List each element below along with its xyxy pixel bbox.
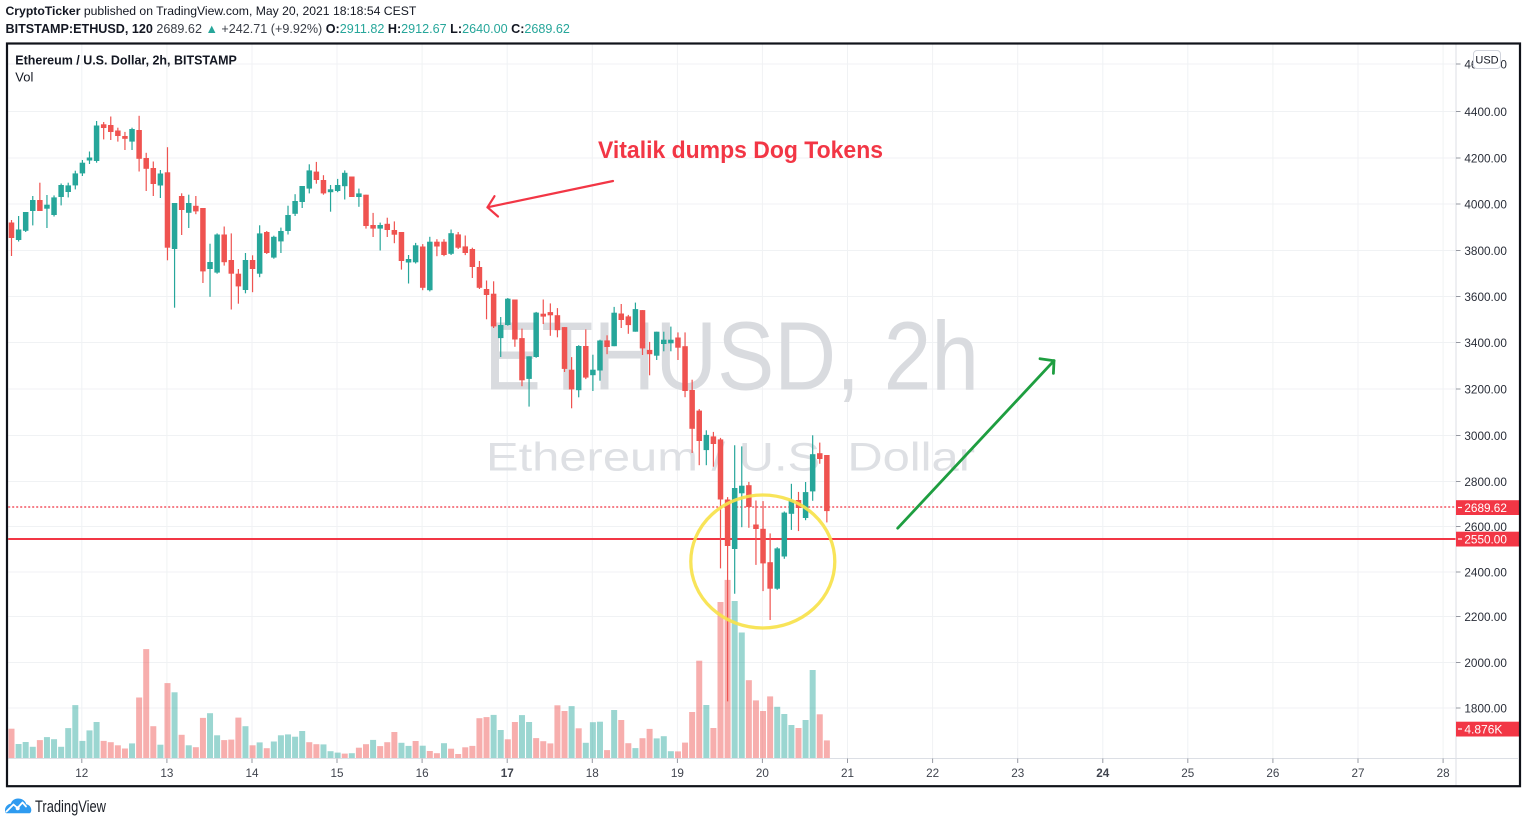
svg-text:TradingView: TradingView — [35, 797, 107, 816]
svg-text:4400.00: 4400.00 — [1464, 105, 1507, 119]
svg-text:23: 23 — [1011, 767, 1024, 780]
svg-text:4000.00: 4000.00 — [1464, 197, 1507, 211]
svg-text:2600.00: 2600.00 — [1464, 520, 1507, 534]
svg-text:13: 13 — [160, 767, 173, 780]
svg-text:4200.00: 4200.00 — [1464, 151, 1507, 165]
svg-text:USD: USD — [1475, 55, 1498, 67]
svg-text:17: 17 — [501, 767, 514, 780]
svg-text:24: 24 — [1096, 767, 1110, 780]
svg-text:28: 28 — [1437, 767, 1450, 780]
svg-text:16: 16 — [416, 767, 429, 780]
svg-text:CryptoTicker published on Trad: CryptoTicker published on TradingView.co… — [6, 4, 417, 18]
svg-text:Vitalik dumps Dog Tokens: Vitalik dumps Dog Tokens — [598, 137, 883, 164]
svg-text:20: 20 — [756, 767, 770, 780]
svg-text:22: 22 — [926, 767, 939, 780]
svg-text:BITSTAMP:ETHUSD, 120 2689.62 ▲: BITSTAMP:ETHUSD, 120 2689.62 ▲ +242.71 (… — [6, 22, 570, 36]
svg-text:15: 15 — [330, 767, 344, 780]
svg-text:2800.00: 2800.00 — [1464, 475, 1507, 489]
svg-text:3800.00: 3800.00 — [1464, 244, 1507, 258]
svg-text:21: 21 — [841, 767, 854, 780]
svg-text:1800.00: 1800.00 — [1464, 701, 1507, 715]
svg-text:Ethereum / U.S. Dollar: Ethereum / U.S. Dollar — [486, 436, 975, 480]
svg-text:14: 14 — [245, 767, 259, 780]
svg-text:2689.62: 2689.62 — [1464, 501, 1507, 515]
svg-text:2000.00: 2000.00 — [1464, 656, 1507, 670]
svg-text:18: 18 — [586, 767, 599, 780]
svg-text:3000.00: 3000.00 — [1464, 429, 1507, 443]
svg-text:2400.00: 2400.00 — [1464, 565, 1507, 579]
svg-text:3600.00: 3600.00 — [1464, 290, 1507, 304]
svg-text:2550.00: 2550.00 — [1464, 532, 1507, 546]
svg-text:26: 26 — [1266, 767, 1279, 780]
svg-text:19: 19 — [671, 767, 684, 780]
svg-text:12: 12 — [75, 767, 88, 780]
svg-text:25: 25 — [1181, 767, 1195, 780]
svg-text:3400.00: 3400.00 — [1464, 336, 1507, 350]
svg-text:Ethereum / U.S. Dollar, 2h, BI: Ethereum / U.S. Dollar, 2h, BITSTAMP — [15, 53, 237, 68]
svg-text:3200.00: 3200.00 — [1464, 382, 1507, 396]
svg-text:Vol: Vol — [15, 70, 33, 85]
svg-text:2200.00: 2200.00 — [1464, 610, 1507, 624]
svg-text:4.876K: 4.876K — [1464, 722, 1502, 736]
svg-text:27: 27 — [1351, 767, 1364, 780]
